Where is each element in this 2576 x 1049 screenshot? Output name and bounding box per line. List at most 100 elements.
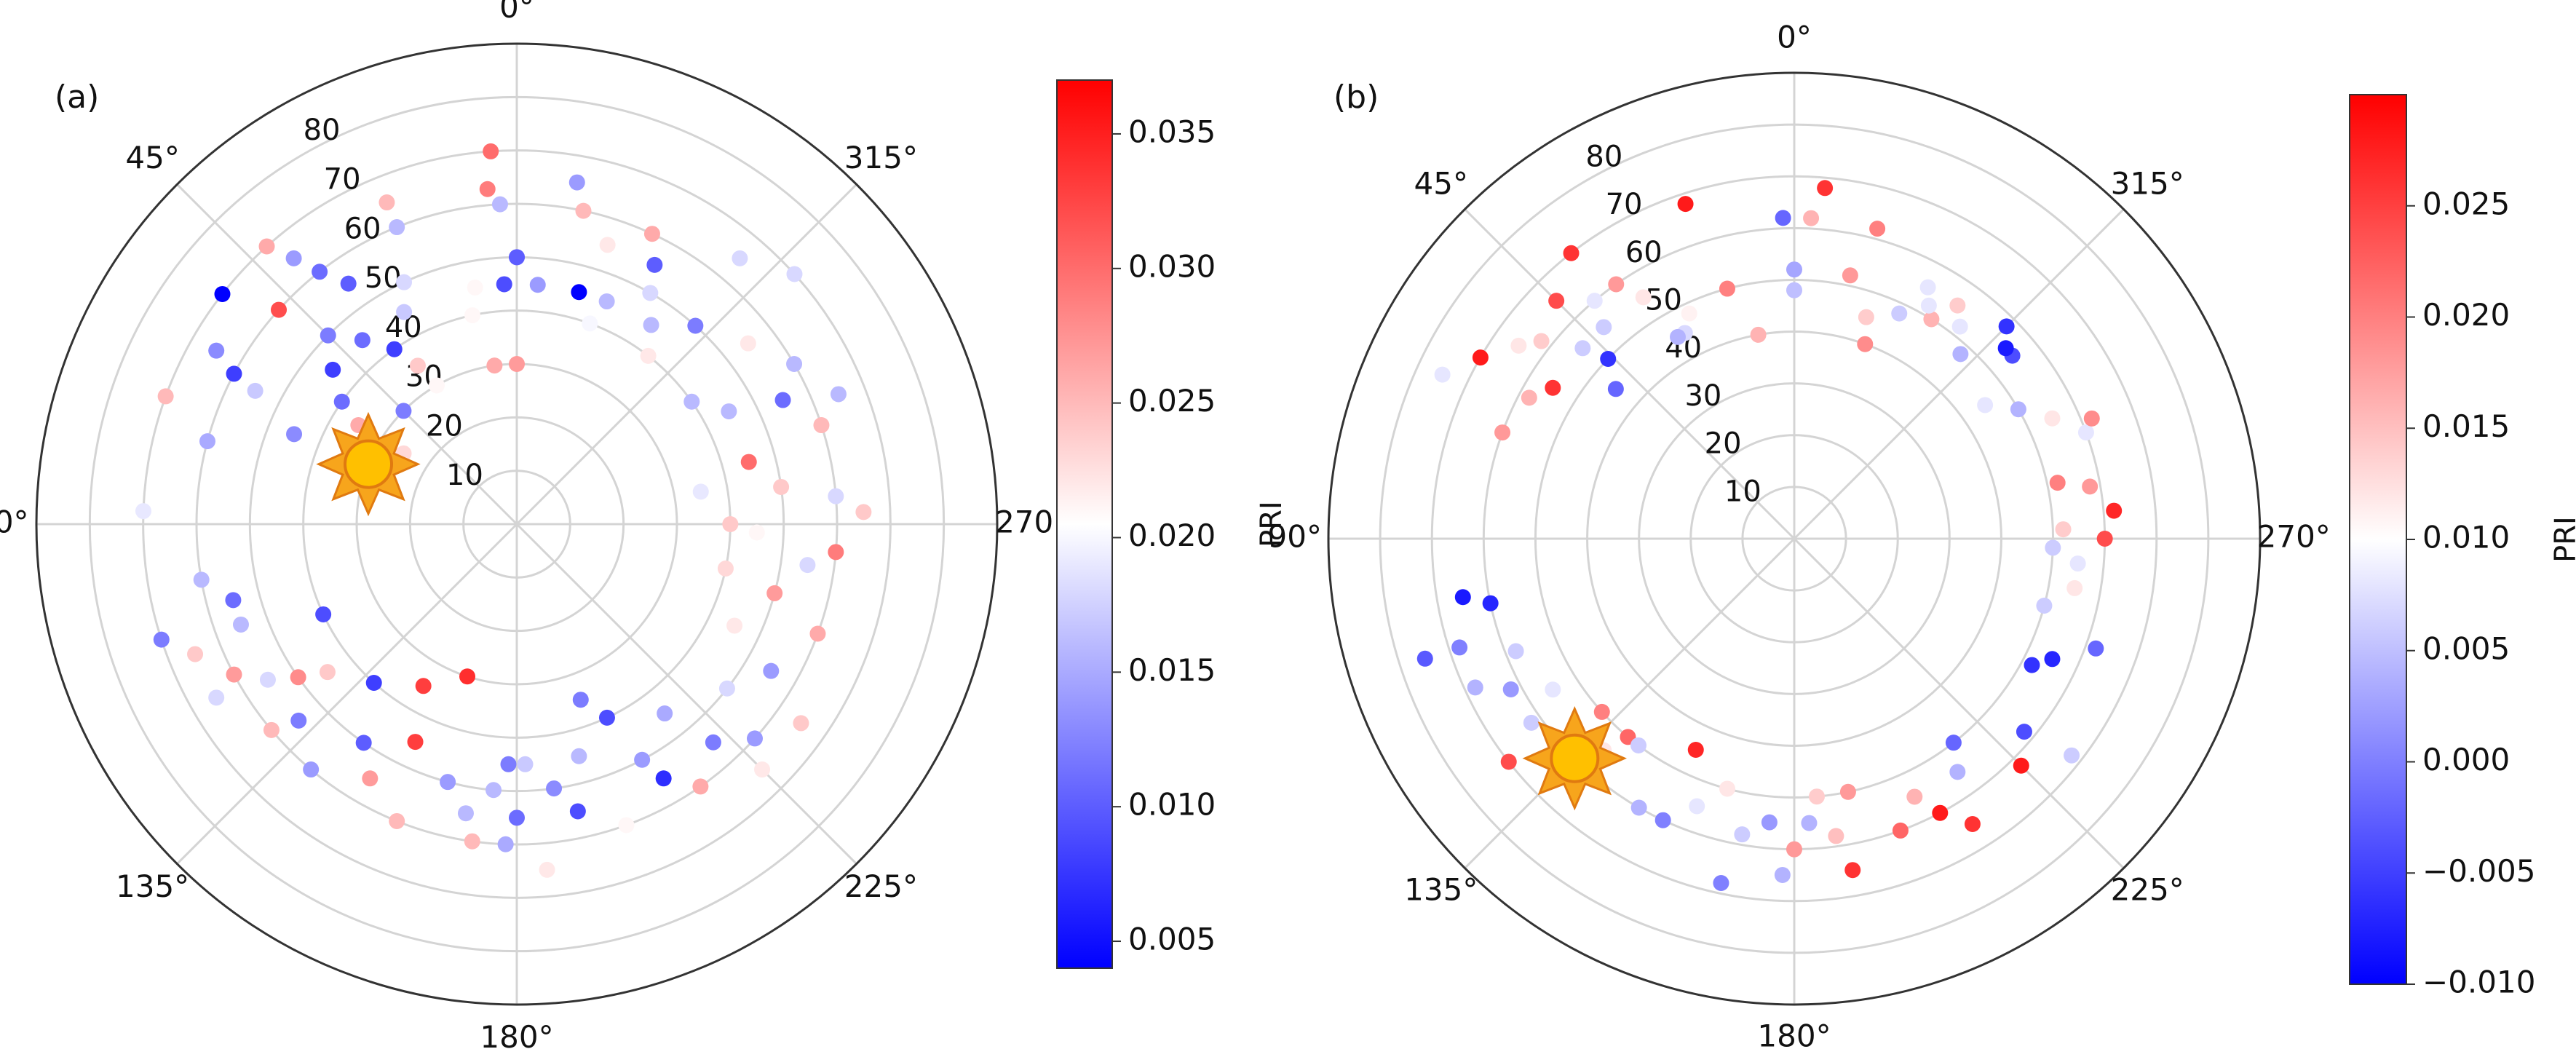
grid-spoke [1793,208,2125,540]
panel-label: (a) [55,79,99,116]
data-point [1713,874,1729,891]
colorbar-ticks: −0.010 −0.005 0.000 0.005 0.010 0.015 0.020 0.0… [2406,186,2535,1000]
data-point [1494,424,1511,441]
data-point [786,266,803,282]
angular-tick-label: 135° [1404,872,1478,908]
colorbar-tick-label: 0.020 [2422,297,2510,333]
radial-tick-label: 50 [365,261,402,295]
data-point [354,332,370,349]
data-point [496,276,512,293]
data-point [263,721,280,738]
data-point [1548,293,1565,309]
data-point [683,393,700,410]
colorbar-tick-label: −0.005 [2422,853,2535,889]
data-point [1977,397,1994,413]
data-point [773,478,790,495]
angular-tick-label: 0° [499,0,534,25]
polar-frame [1327,71,2262,1006]
data-point [312,264,328,280]
data-point [2096,531,2113,547]
data-point [226,666,242,683]
data-point [2024,657,2040,673]
data-point [766,585,783,601]
data-point [1801,815,1818,831]
angular-tick-label: 315° [2111,165,2184,201]
data-point [763,662,780,679]
data-point [1775,210,1791,226]
data-point [2106,502,2123,519]
colorbar-ticks: 0.005 0.010 0.015 0.020 0.025 0.030 0.035 [1112,114,1216,957]
data-point [2064,747,2080,764]
data-point [362,770,379,787]
sun-icon [1522,705,1628,811]
data-point [721,403,737,420]
data-point [479,181,496,197]
angular-tick-label: 315° [844,140,918,175]
data-point [546,780,563,797]
data-point [1654,812,1671,828]
data-point [271,301,288,318]
data-point [315,606,332,622]
angular-tick-label: 135° [116,868,189,904]
data-point [1828,828,1844,844]
data-point [809,625,826,642]
data-point [642,285,659,301]
radial-tick-label: 20 [426,409,463,443]
radial-tick-label: 10 [1724,475,1761,508]
data-point [599,237,616,253]
data-point [1545,379,1561,396]
data-point [396,304,413,320]
data-point [813,417,830,434]
colorbar-tick-label: −0.010 [2422,965,2535,1000]
colorbar: −0.010 −0.005 0.000 0.005 0.010 0.015 0.020 0.0… [2349,94,2576,1000]
data-point [692,483,709,500]
data-point [1593,703,1610,720]
data-point [740,335,756,352]
data-point [1586,293,1603,309]
data-point [1919,279,1936,296]
data-point [1451,639,1468,656]
data-point [509,249,525,266]
data-point [517,756,534,772]
radial-tick-label: 80 [1585,140,1622,173]
colorbar-tick-label: 0.005 [1128,922,1216,957]
data-point [1608,276,1625,293]
data-point [748,524,765,541]
data-point [793,715,809,732]
data-point [2036,598,2053,614]
data-point [1434,366,1451,383]
data-point [497,836,514,852]
data-point [2066,579,2083,596]
data-point [799,557,816,574]
data-point [258,238,275,255]
sun-icon [316,411,421,517]
data-point [135,503,151,520]
data-point [828,544,844,561]
data-point [2010,401,2026,418]
data-point [1719,780,1735,797]
polar-grid [1327,71,2262,1006]
data-point [1844,862,1861,879]
data-point [1920,297,1937,314]
data-point [722,516,739,532]
sun-disc [1550,733,1600,783]
angular-tick-label: 270° [2257,519,2331,555]
data-point [1521,389,1537,406]
data-point [1607,381,1624,397]
data-point [571,284,587,301]
data-point [1670,328,1686,345]
angular-tick-label: 225° [844,868,918,904]
data-point [1635,289,1652,306]
data-point [303,761,320,778]
colorbar-gradient [2349,94,2407,985]
data-point [199,433,215,450]
data-point [1803,210,1820,226]
data-point [1997,340,2014,357]
data-point [1482,595,1499,611]
data-point [365,674,382,691]
data-point [486,357,503,374]
data-point [1563,245,1580,261]
data-point [1949,297,1966,314]
angular-tick-label: 90° [0,504,29,540]
